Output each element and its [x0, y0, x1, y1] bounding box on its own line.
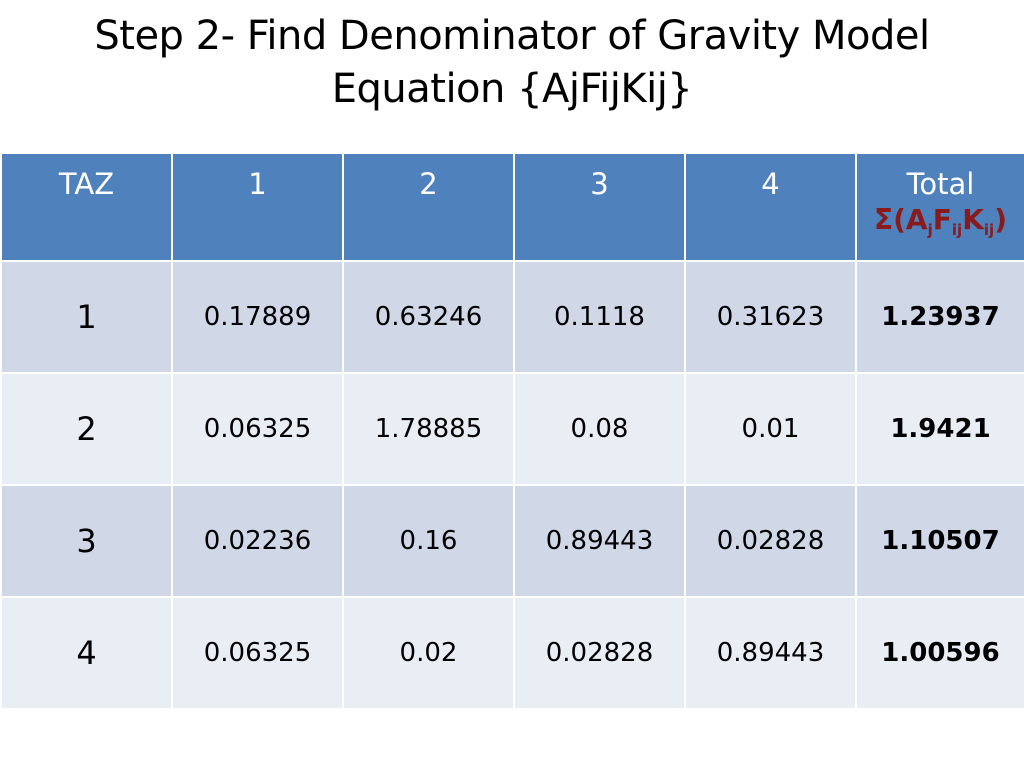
table-cell: 0.63246 — [342, 260, 515, 374]
formula-sub-ij-f: ij — [951, 221, 963, 239]
slide-title: Step 2- Find Denominator of Gravity Mode… — [0, 10, 1024, 116]
table-cell: 0.31623 — [684, 260, 857, 374]
table-header-row: TAZ 1 2 3 4 Total Σ(AjFijKij) — [0, 152, 1024, 262]
table-cell: 0.02236 — [171, 484, 344, 598]
formula-sigma-a: Σ(A — [874, 203, 928, 236]
header-col-3: 3 — [513, 152, 686, 262]
header-col-4: 4 — [684, 152, 857, 262]
formula-sub-j: j — [927, 221, 933, 239]
table-row: 3 0.02236 0.16 0.89443 0.02828 1.10507 — [0, 484, 1024, 598]
gravity-denominator-table: TAZ 1 2 3 4 Total Σ(AjFijKij) 1 0.17889 … — [0, 152, 1024, 710]
header-total-label: Total — [906, 167, 975, 201]
table-row: 4 0.06325 0.02 0.02828 0.89443 1.00596 — [0, 596, 1024, 710]
table-cell: 0.1118 — [513, 260, 686, 374]
header-col-2: 2 — [342, 152, 515, 262]
table-cell: 0.89443 — [684, 596, 857, 710]
table-cell: 0.89443 — [513, 484, 686, 598]
table-cell: 1.78885 — [342, 372, 515, 486]
table-cell: 0.06325 — [171, 372, 344, 486]
row-total: 1.23937 — [855, 260, 1024, 374]
row-taz-label: 4 — [0, 596, 173, 710]
row-taz-label: 2 — [0, 372, 173, 486]
table-cell: 0.16 — [342, 484, 515, 598]
table-cell: 0.02828 — [513, 596, 686, 710]
table-cell: 0.02 — [342, 596, 515, 710]
header-total: Total Σ(AjFijKij) — [855, 152, 1024, 262]
table-cell: 0.02828 — [684, 484, 857, 598]
title-line-2: Equation {AjFijKij} — [331, 66, 693, 112]
table-cell: 0.08 — [513, 372, 686, 486]
row-total: 1.00596 — [855, 596, 1024, 710]
table-row: 2 0.06325 1.78885 0.08 0.01 1.9421 — [0, 372, 1024, 486]
row-total: 1.10507 — [855, 484, 1024, 598]
header-col-1: 1 — [171, 152, 344, 262]
header-total-formula: Σ(AjFijKij) — [857, 202, 1024, 238]
table-cell: 0.06325 — [171, 596, 344, 710]
table-row: 1 0.17889 0.63246 0.1118 0.31623 1.23937 — [0, 260, 1024, 374]
formula-close: ) — [994, 203, 1007, 236]
formula-k: K — [962, 203, 984, 236]
formula-sub-ij-k: ij — [983, 221, 995, 239]
header-taz: TAZ — [0, 152, 173, 262]
row-total: 1.9421 — [855, 372, 1024, 486]
title-line-1: Step 2- Find Denominator of Gravity Mode… — [94, 13, 930, 59]
table-cell: 0.01 — [684, 372, 857, 486]
row-taz-label: 1 — [0, 260, 173, 374]
table-cell: 0.17889 — [171, 260, 344, 374]
formula-f: F — [932, 203, 952, 236]
row-taz-label: 3 — [0, 484, 173, 598]
